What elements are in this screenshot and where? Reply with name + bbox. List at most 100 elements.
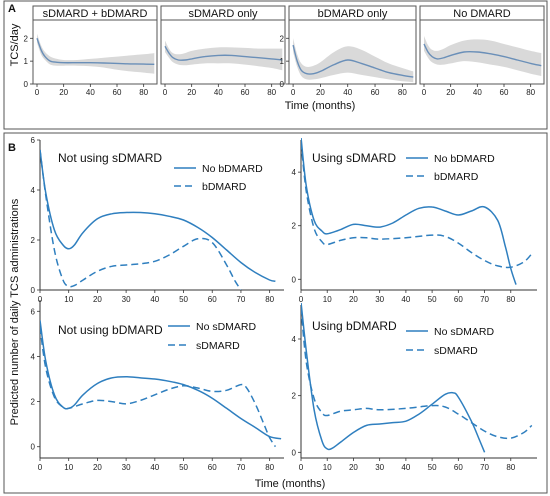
x-tick-label: 10	[64, 463, 73, 472]
panel-a-letter: A	[8, 3, 16, 15]
panel-b-frame	[3, 132, 548, 494]
chart-0: sDMARD + bDMARD 0 20 40 60 80 0 1 2	[24, 5, 158, 97]
y-tick-label: 2	[292, 392, 297, 401]
x-tick-label: 60	[208, 463, 217, 472]
x-tick-label: 20	[93, 295, 102, 304]
panel-b-letter: B	[8, 142, 16, 154]
x-tick-label: 50	[179, 295, 188, 304]
x-tick-label: 40	[401, 463, 410, 472]
y-tick-label: 0	[31, 286, 36, 295]
x-tick-label: 0	[163, 88, 168, 97]
legend-label: No bDMARD	[202, 163, 263, 175]
panel-b-y-axis-label: Predicted number of daily TCS administra…	[9, 198, 21, 425]
y-tick-label: 1	[280, 57, 285, 66]
x-tick-label: 20	[349, 295, 358, 304]
x-tick-label: 70	[236, 463, 245, 472]
y-tick-label: 2	[280, 34, 285, 43]
x-tick-label: 0	[35, 88, 40, 97]
x-tick-label: 80	[398, 88, 407, 97]
facet-title: bDMARD only	[318, 8, 388, 20]
series-line-dashed	[40, 149, 242, 290]
series-line-dashed	[40, 326, 277, 448]
y-tick-label: 0	[31, 443, 36, 452]
x-tick-label: 20	[349, 463, 358, 472]
x-tick-label: 0	[299, 463, 304, 472]
y-tick-label: 4	[31, 352, 36, 361]
y-tick-label: 0	[24, 80, 29, 89]
chart-5: 0 10 20 30 40 50 60 70 80 0 2 4 No bDMARD bDMARD Using…	[292, 138, 537, 304]
series-line-solid	[40, 149, 276, 283]
x-tick-label: 60	[454, 295, 463, 304]
x-tick-label: 20	[316, 88, 325, 97]
x-tick-label: 40	[473, 88, 482, 97]
x-tick-label: 30	[122, 295, 131, 304]
x-tick-label: 40	[86, 88, 95, 97]
x-tick-label: 10	[323, 295, 332, 304]
series-line-dashed	[301, 142, 533, 269]
legend-label: No bDMARD	[434, 153, 495, 165]
x-tick-label: 0	[38, 295, 43, 304]
legend-label: bDMARD	[434, 171, 479, 183]
legend-label: No sDMARD	[196, 321, 257, 333]
panel-title: Using bDMARD	[312, 319, 397, 333]
x-tick-label: 30	[375, 463, 384, 472]
x-tick-label: 60	[241, 88, 250, 97]
facet-frame	[160, 5, 286, 85]
x-tick-label: 0	[291, 88, 296, 97]
x-tick-label: 50	[428, 295, 437, 304]
panel-a-x-axis-label: Time (months)	[285, 100, 356, 112]
x-tick-label: 40	[214, 88, 223, 97]
y-tick-label: 6	[31, 136, 36, 145]
x-tick-label: 40	[401, 295, 410, 304]
x-tick-label: 40	[150, 295, 159, 304]
legend-label: bDMARD	[202, 181, 247, 193]
chart-7: 0 10 20 30 40 50 60 70 80 0 2 4 No sDMARD sDMARD Using…	[292, 303, 537, 472]
x-tick-label: 80	[265, 295, 274, 304]
x-tick-label: 30	[375, 295, 384, 304]
x-tick-label: 60	[113, 88, 122, 97]
series-line	[164, 45, 283, 61]
y-tick-label: 0	[292, 275, 297, 284]
y-tick-label: 4	[31, 186, 36, 195]
facet-title: No DMARD	[453, 8, 511, 20]
x-tick-label: 70	[480, 295, 489, 304]
y-tick-label: 0	[292, 448, 297, 457]
x-tick-label: 20	[187, 88, 196, 97]
x-tick-label: 80	[139, 88, 148, 97]
chart-3: No DMARD 0 20 40 60 80	[419, 5, 545, 97]
legend-label: sDMARD	[434, 345, 478, 357]
series-line-solid	[40, 320, 282, 440]
x-tick-label: 80	[506, 463, 515, 472]
panel-a-y-axis-label: TCS/day	[9, 23, 21, 66]
series-line-solid	[301, 138, 517, 285]
x-tick-label: 30	[122, 463, 131, 472]
x-tick-label: 10	[323, 463, 332, 472]
panel-title: Using sDMARD	[312, 151, 396, 165]
x-tick-label: 80	[267, 88, 276, 97]
y-tick-label: 2	[24, 34, 29, 43]
x-tick-label: 20	[446, 88, 455, 97]
chart-6: 0 10 20 30 40 50 60 70 80 0 2 4 6 No sDMARD sDMARD Not …	[31, 300, 284, 472]
x-tick-label: 60	[371, 88, 380, 97]
x-tick-label: 70	[236, 295, 245, 304]
chart-4: 0 10 20 30 40 50 60 70 80 0 2 4 6 No bDMARD bDMARD Not …	[31, 136, 284, 304]
y-tick-label: 2	[292, 222, 297, 231]
x-tick-label: 20	[93, 463, 102, 472]
chart-2: bDMARD only 0 20 40 60 80 0 1 2	[280, 5, 417, 97]
series-line	[292, 44, 414, 78]
x-tick-label: 40	[343, 88, 352, 97]
y-tick-label: 2	[31, 236, 36, 245]
x-tick-label: 50	[428, 463, 437, 472]
x-tick-label: 0	[422, 88, 427, 97]
y-tick-label: 0	[280, 80, 285, 89]
y-tick-label: 4	[292, 168, 297, 177]
series-line	[423, 43, 542, 67]
panel-title: Not using bDMARD	[58, 323, 163, 337]
x-tick-label: 10	[64, 295, 73, 304]
x-tick-label: 0	[38, 463, 43, 472]
facet-title: sDMARD only	[188, 8, 258, 20]
x-tick-label: 40	[150, 463, 159, 472]
